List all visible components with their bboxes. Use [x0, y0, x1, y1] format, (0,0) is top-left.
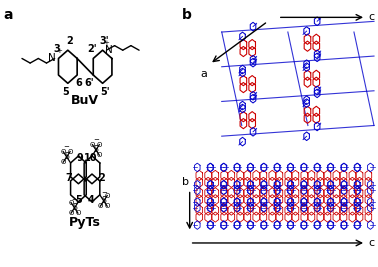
Text: O: O [97, 152, 102, 158]
Text: 9: 9 [77, 153, 84, 163]
Text: 2: 2 [66, 36, 73, 46]
Text: a: a [3, 8, 13, 22]
Text: 10: 10 [84, 153, 97, 163]
Text: 2': 2' [87, 45, 97, 54]
Text: b: b [182, 8, 192, 22]
Text: PyTs: PyTs [69, 217, 101, 229]
Text: 5': 5' [100, 87, 110, 96]
Text: 6: 6 [75, 78, 82, 88]
Text: O: O [60, 149, 66, 155]
Text: 7: 7 [65, 172, 72, 183]
Text: +: + [56, 48, 62, 54]
Text: +: + [103, 40, 108, 46]
Text: a: a [200, 69, 207, 79]
Text: BuV: BuV [71, 94, 99, 107]
Text: N: N [105, 45, 113, 55]
Text: O: O [68, 210, 74, 216]
Text: S: S [93, 146, 98, 154]
Text: 5: 5 [76, 195, 82, 205]
Text: S: S [72, 203, 77, 212]
Text: b: b [182, 177, 189, 187]
Text: 3': 3' [99, 36, 109, 46]
Text: 2: 2 [99, 172, 105, 183]
Text: S: S [64, 152, 69, 161]
Text: O: O [90, 142, 95, 148]
Text: −: − [63, 144, 69, 150]
Text: O: O [104, 193, 110, 199]
Text: O: O [104, 203, 110, 209]
Text: O: O [60, 159, 66, 165]
Text: N: N [48, 53, 56, 63]
Text: O: O [97, 142, 102, 148]
Text: 6': 6' [84, 78, 94, 88]
Text: O: O [68, 199, 74, 206]
Text: c: c [368, 12, 374, 22]
Text: S: S [101, 197, 106, 205]
Text: −: − [94, 138, 99, 143]
Text: O: O [67, 149, 73, 155]
Text: O: O [75, 210, 81, 216]
Text: −: − [71, 197, 77, 203]
Text: 5: 5 [62, 87, 69, 96]
Text: 4: 4 [88, 195, 94, 205]
Text: 3: 3 [54, 45, 60, 54]
Text: c: c [368, 238, 374, 248]
Text: −: − [101, 190, 107, 196]
Text: O: O [98, 203, 103, 209]
